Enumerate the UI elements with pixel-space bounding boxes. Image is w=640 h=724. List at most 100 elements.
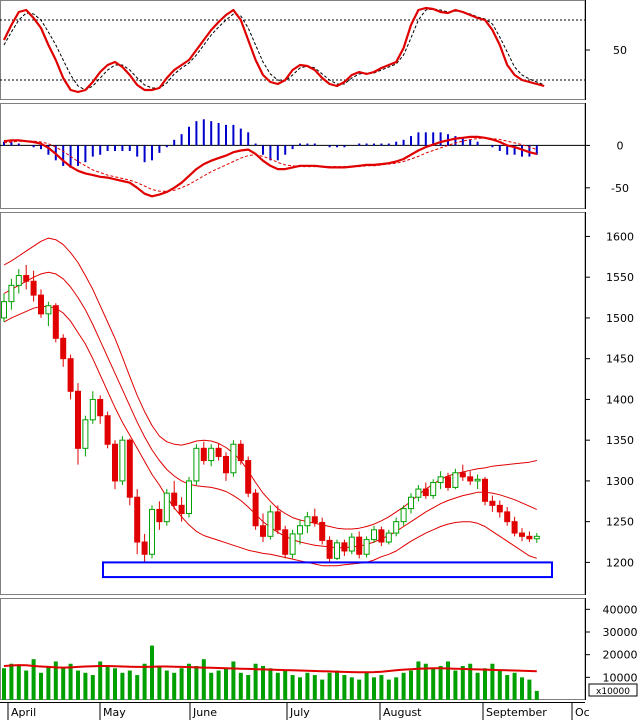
candle-body <box>348 536 355 552</box>
price-tick-label: 1250 <box>606 516 634 529</box>
volume-bar <box>312 675 317 700</box>
volume-bar <box>179 668 184 700</box>
stochastic-d-line <box>3 8 545 91</box>
volume-bar <box>142 663 147 700</box>
candle-body <box>422 488 429 497</box>
volume-bar <box>446 661 450 700</box>
price-tick-label: 1550 <box>606 271 634 284</box>
candle-body <box>504 511 511 523</box>
candle-body <box>371 529 377 541</box>
volume-bar <box>394 677 399 700</box>
volume-bar <box>534 690 539 700</box>
volume-bar <box>83 672 88 700</box>
volume-bar <box>268 668 273 700</box>
volume-tick-label: 10000 <box>603 671 638 684</box>
candle-body <box>208 447 215 462</box>
volume-panel: 40000 30000 20000 10000 x10000 <box>0 598 638 700</box>
stochastic-tick-label: 50 <box>613 44 627 57</box>
volume-bar <box>231 661 236 700</box>
volume-bar <box>16 666 21 700</box>
volume-bar <box>364 672 369 700</box>
candle-body <box>38 294 44 315</box>
volume-bar <box>379 675 384 700</box>
volume-bar <box>327 672 332 700</box>
volume-bar <box>468 663 473 700</box>
volume-bar <box>520 677 524 700</box>
volume-bar <box>275 672 280 700</box>
volume-bar <box>68 663 73 700</box>
candle-body <box>178 504 185 515</box>
month-label: August <box>383 706 422 719</box>
price-tick-label: 1400 <box>606 393 634 406</box>
candle-body <box>215 447 222 457</box>
candle-body <box>200 447 207 462</box>
candle-body <box>223 455 229 474</box>
volume-bar <box>305 672 310 700</box>
volume-bar <box>475 672 480 700</box>
volume-bar <box>76 670 80 700</box>
volume-bar <box>164 670 169 700</box>
candle-body <box>341 542 348 552</box>
candle-body <box>459 472 466 478</box>
volume-bar <box>24 670 29 700</box>
volume-bar <box>401 672 406 700</box>
candle-body <box>267 511 274 537</box>
candle-body <box>75 390 81 449</box>
month-label: July <box>289 706 310 719</box>
volume-bar <box>298 677 302 700</box>
volume-bar <box>9 663 14 700</box>
price-tick-label: 1200 <box>606 556 634 569</box>
volume-bar <box>172 672 177 700</box>
volume-bar <box>150 645 154 700</box>
volume-bar <box>261 666 265 700</box>
candle-body <box>482 478 488 502</box>
candle-body <box>119 439 126 482</box>
volume-bar <box>320 679 325 700</box>
candle-body <box>1 301 7 319</box>
volume-bar <box>290 675 295 700</box>
candle-body <box>60 337 67 360</box>
volume-bar <box>39 672 43 700</box>
candle-body <box>89 398 96 421</box>
candle-body <box>230 443 237 474</box>
volume-bar <box>438 666 443 700</box>
price-tick-label: 1500 <box>606 312 634 325</box>
candle-body <box>245 460 252 494</box>
volume-bar <box>342 675 347 700</box>
volume-bar <box>120 672 125 700</box>
candle-body <box>334 542 340 559</box>
candle-body <box>252 492 259 527</box>
candle-body <box>356 536 363 555</box>
candle-body <box>304 516 311 527</box>
volume-bar <box>105 666 110 700</box>
volume-bar <box>224 668 228 700</box>
candle-body <box>52 305 59 339</box>
macd-tick-label: -50 <box>611 182 629 195</box>
candle-body <box>519 532 525 537</box>
candle-body <box>474 478 481 482</box>
candle-body <box>82 419 89 449</box>
volume-bar <box>238 672 243 700</box>
volume-bar <box>335 670 339 700</box>
volume-bar <box>349 677 354 700</box>
stochastic-panel: 50 <box>0 0 627 100</box>
volume-bar <box>409 670 413 700</box>
volume-bar <box>483 668 487 700</box>
price-tick-label: 1300 <box>606 475 634 488</box>
month-label: June <box>192 706 217 719</box>
candle-body <box>186 480 192 515</box>
volume-bar <box>113 668 117 700</box>
month-label: September <box>486 706 547 719</box>
volume-bar <box>253 663 258 700</box>
candle-body <box>363 539 370 555</box>
volume-tick-label: 30000 <box>603 626 638 639</box>
volume-bar <box>512 672 517 700</box>
bollinger-lower-line <box>3 306 537 567</box>
volume-bar <box>497 670 502 700</box>
candle-body <box>112 443 118 482</box>
stochastic-k-line <box>3 6 545 94</box>
volume-bar <box>61 668 66 700</box>
candle-body <box>408 496 414 510</box>
candle-body <box>97 398 104 417</box>
